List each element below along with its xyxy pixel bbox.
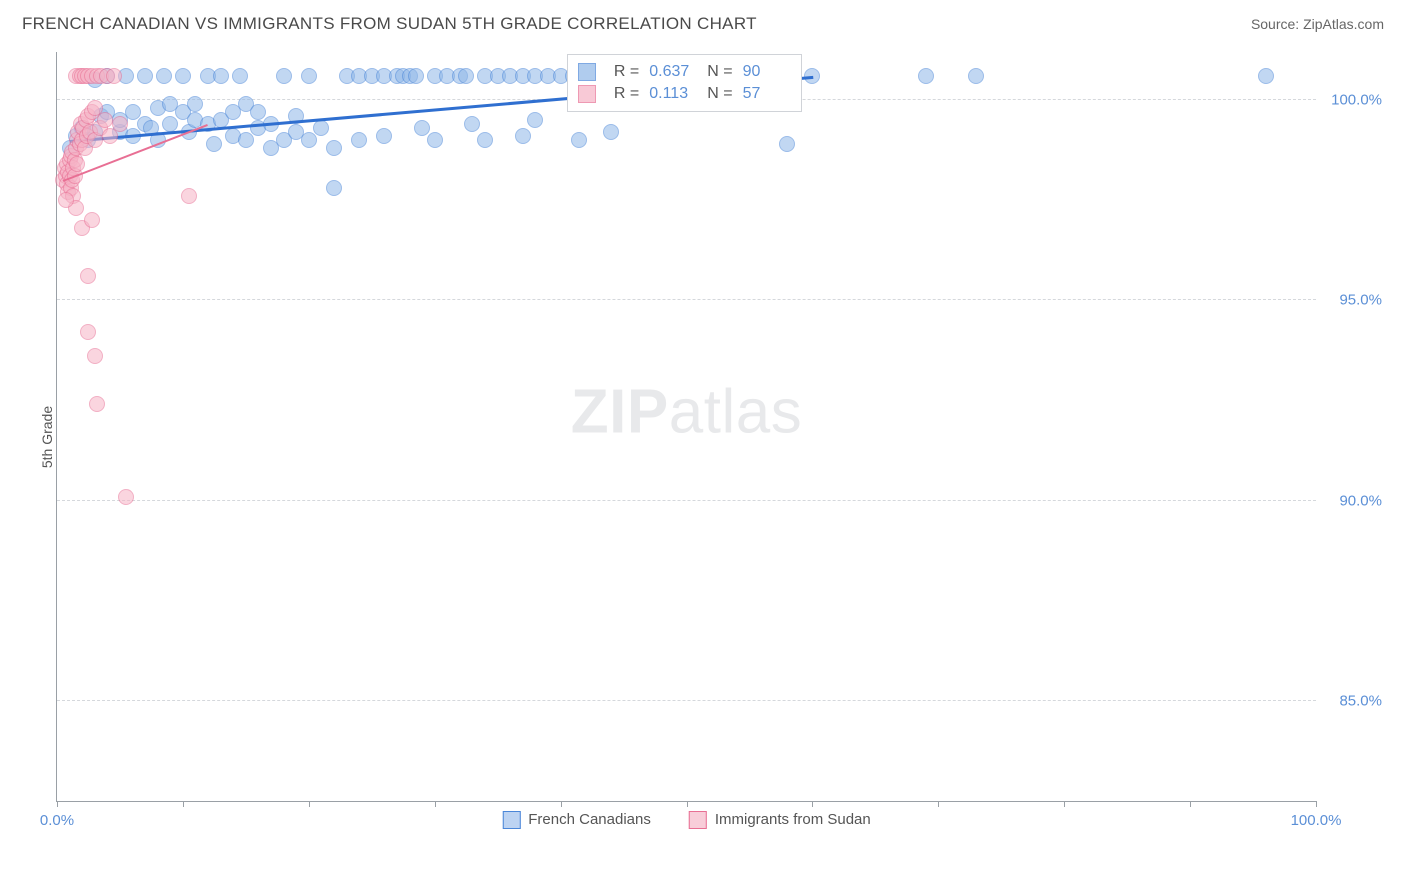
data-point <box>112 116 128 132</box>
chart-container: 5th Grade ZIPatlas 100.0%95.0%90.0%85.0%… <box>46 42 1386 832</box>
x-tick <box>812 801 813 807</box>
data-point <box>326 180 342 196</box>
data-point <box>571 132 587 148</box>
x-tick <box>1316 801 1317 807</box>
data-point <box>918 68 934 84</box>
data-point <box>181 188 197 204</box>
data-point <box>58 192 74 208</box>
data-point <box>238 132 254 148</box>
chart-title: FRENCH CANADIAN VS IMMIGRANTS FROM SUDAN… <box>22 14 757 34</box>
data-point <box>106 68 122 84</box>
data-point <box>301 68 317 84</box>
x-tick <box>938 801 939 807</box>
legend: French Canadians Immigrants from Sudan <box>502 811 870 829</box>
x-tick <box>57 801 58 807</box>
data-point <box>156 68 172 84</box>
legend-item: Immigrants from Sudan <box>689 811 871 829</box>
x-tick <box>1190 801 1191 807</box>
x-tick <box>687 801 688 807</box>
gridline <box>57 299 1316 300</box>
watermark: ZIPatlas <box>571 376 802 447</box>
data-point <box>213 68 229 84</box>
legend-swatch <box>502 811 520 829</box>
legend-swatch <box>578 63 596 81</box>
x-tick <box>1064 801 1065 807</box>
data-point <box>477 132 493 148</box>
data-point <box>313 120 329 136</box>
data-point <box>118 489 134 505</box>
data-point <box>187 96 203 112</box>
data-point <box>968 68 984 84</box>
data-point <box>326 140 342 156</box>
y-axis-label: 5th Grade <box>39 406 55 468</box>
legend-swatch <box>689 811 707 829</box>
data-point <box>87 348 103 364</box>
data-point <box>515 128 531 144</box>
x-tick <box>561 801 562 807</box>
data-point <box>89 396 105 412</box>
data-point <box>408 68 424 84</box>
data-point <box>250 104 266 120</box>
stat-row: R = 0.637N = 90 <box>578 61 791 83</box>
data-point <box>175 68 191 84</box>
data-point <box>69 156 85 172</box>
gridline <box>57 700 1316 701</box>
gridline <box>57 500 1316 501</box>
data-point <box>276 68 292 84</box>
plot-area: ZIPatlas 100.0%95.0%90.0%85.0%0.0%100.0%… <box>56 52 1316 802</box>
data-point <box>232 68 248 84</box>
data-point <box>206 136 222 152</box>
x-tick-label: 100.0% <box>1291 812 1342 829</box>
y-tick-label: 95.0% <box>1339 292 1382 309</box>
data-point <box>80 324 96 340</box>
data-point <box>97 112 113 128</box>
x-tick <box>183 801 184 807</box>
legend-swatch <box>578 85 596 103</box>
data-point <box>779 136 795 152</box>
source-attribution: Source: ZipAtlas.com <box>1251 16 1384 32</box>
data-point <box>414 120 430 136</box>
y-tick-label: 85.0% <box>1339 692 1382 709</box>
data-point <box>351 132 367 148</box>
data-point <box>376 128 392 144</box>
data-point <box>80 268 96 284</box>
x-tick <box>435 801 436 807</box>
x-tick-label: 0.0% <box>40 812 74 829</box>
correlation-stats-box: R = 0.637N = 90R = 0.113N = 57 <box>567 54 802 112</box>
data-point <box>427 132 443 148</box>
stat-row: R = 0.113N = 57 <box>578 83 791 105</box>
legend-item: French Canadians <box>502 811 651 829</box>
data-point <box>527 112 543 128</box>
data-point <box>125 104 141 120</box>
data-point <box>464 116 480 132</box>
y-tick-label: 90.0% <box>1339 492 1382 509</box>
data-point <box>162 116 178 132</box>
data-point <box>603 124 619 140</box>
data-point <box>301 132 317 148</box>
data-point <box>458 68 474 84</box>
data-point <box>137 68 153 84</box>
data-point <box>84 212 100 228</box>
data-point <box>1258 68 1274 84</box>
x-tick <box>309 801 310 807</box>
y-tick-label: 100.0% <box>1331 92 1382 109</box>
